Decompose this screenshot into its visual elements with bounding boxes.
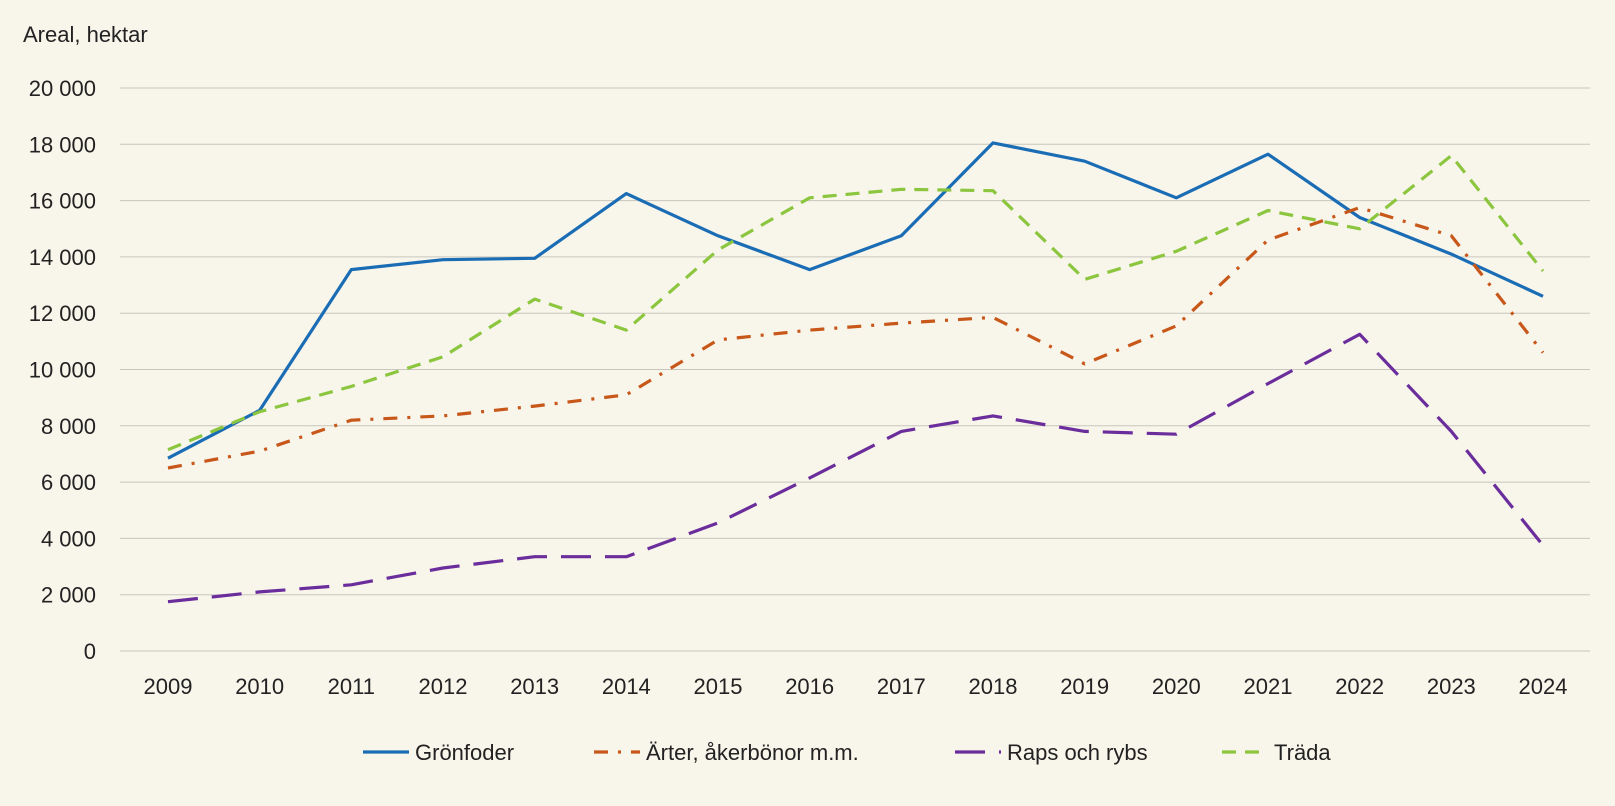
y-tick-label: 18 000 [29,132,96,157]
y-tick-label: 20 000 [29,76,96,101]
y-tick-label: 14 000 [29,245,96,270]
y-tick-label: 0 [84,639,96,664]
x-tick-label: 2011 [328,674,375,699]
x-tick-label: 2020 [1152,674,1201,699]
y-tick-label: 4 000 [41,526,96,551]
series-line-1 [167,141,1544,460]
y-tick-label: 10 000 [29,358,96,383]
legend-label: Raps och rybs [1007,740,1148,765]
y-tick-label: 2 000 [41,583,96,608]
legend-label: Grönfoder [415,740,514,765]
x-tick-label: 2009 [144,674,193,699]
x-tick-label: 2017 [877,674,926,699]
y-tick-label: 16 000 [29,189,96,214]
y-tick-label: 6 000 [41,470,96,495]
x-tick-label: 2010 [235,674,284,699]
x-tick-label: 2014 [602,674,651,699]
legend-item-1: Grönfoder [363,740,514,765]
legend-item-3: Raps och rybs [955,740,1148,765]
x-tick-label: 2024 [1519,674,1568,699]
x-tick-layer: 2009 2010 2011 2012 2013 2014 2015 2016 2017 2018… [144,674,1568,699]
legend-label: Ärter, åkerbönor m.m. [646,740,859,765]
legend-item-4: Träda [1222,740,1331,765]
series-line-3 [167,332,1545,604]
series-line-4 [167,154,1545,452]
x-tick-label: 2023 [1427,674,1476,699]
grid-layer [120,87,1590,652]
legend-label: Träda [1274,740,1331,765]
y-tick-label: 8 000 [41,414,96,439]
series-line-2 [167,206,1545,470]
x-tick-label: 2018 [969,674,1018,699]
legend-item-2: Ärter, åkerbönor m.m. [594,740,859,765]
x-tick-label: 2016 [785,674,834,699]
legend: Grönfoder Ärter, åkerbönor m.m. Raps och r… [363,740,1331,765]
y-tick-label: 12 000 [29,301,96,326]
x-tick-label: 2021 [1244,674,1293,699]
series-layer [167,141,1545,604]
x-tick-label: 2012 [419,674,468,699]
x-tick-label: 2022 [1335,674,1384,699]
y-tick-layer: 0 2 000 4 000 6 000 8 000 10 000 12 000 14 000 1… [29,76,96,664]
x-tick-label: 2019 [1060,674,1109,699]
y-axis-label: Areal, hektar [23,22,148,47]
x-tick-label: 2015 [694,674,743,699]
x-tick-label: 2013 [510,674,559,699]
